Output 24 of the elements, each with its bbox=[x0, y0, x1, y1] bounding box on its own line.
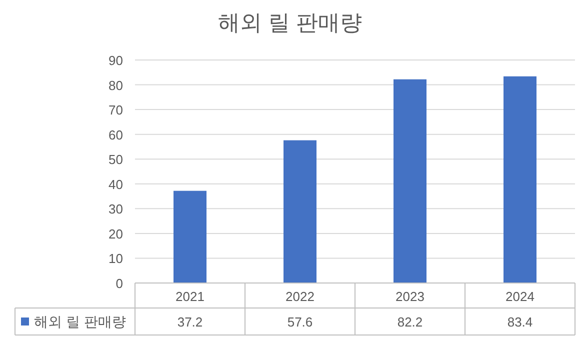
x-tick-label: 2023 bbox=[396, 289, 424, 304]
legend-label: 해외 릴 판매량 bbox=[34, 314, 126, 330]
x-tick-label: 2024 bbox=[506, 289, 534, 304]
chart-title: 해외 릴 판매량 bbox=[218, 10, 362, 35]
bar bbox=[284, 140, 316, 283]
y-tick-label: 60 bbox=[108, 127, 123, 142]
y-tick-label: 10 bbox=[108, 251, 123, 266]
y-tick-label: 30 bbox=[108, 202, 123, 217]
y-tick-label: 40 bbox=[108, 176, 123, 192]
data-label: 57.6 bbox=[287, 314, 313, 330]
y-tick-label: 50 bbox=[108, 152, 123, 168]
x-tick-label: 2022 bbox=[286, 289, 314, 304]
y-tick-label: 20 bbox=[108, 226, 123, 242]
y-tick-label: 70 bbox=[108, 102, 123, 118]
bar bbox=[174, 190, 206, 283]
bar bbox=[394, 79, 426, 283]
bar bbox=[504, 76, 536, 283]
x-tick-label: 2021 bbox=[176, 289, 204, 304]
y-tick-label: 80 bbox=[108, 78, 123, 93]
y-tick-label: 0 bbox=[116, 276, 123, 291]
data-label: 82.2 bbox=[397, 314, 423, 330]
data-label: 83.4 bbox=[507, 314, 533, 330]
y-tick-label: 90 bbox=[108, 53, 123, 68]
data-label: 37.2 bbox=[177, 314, 203, 330]
